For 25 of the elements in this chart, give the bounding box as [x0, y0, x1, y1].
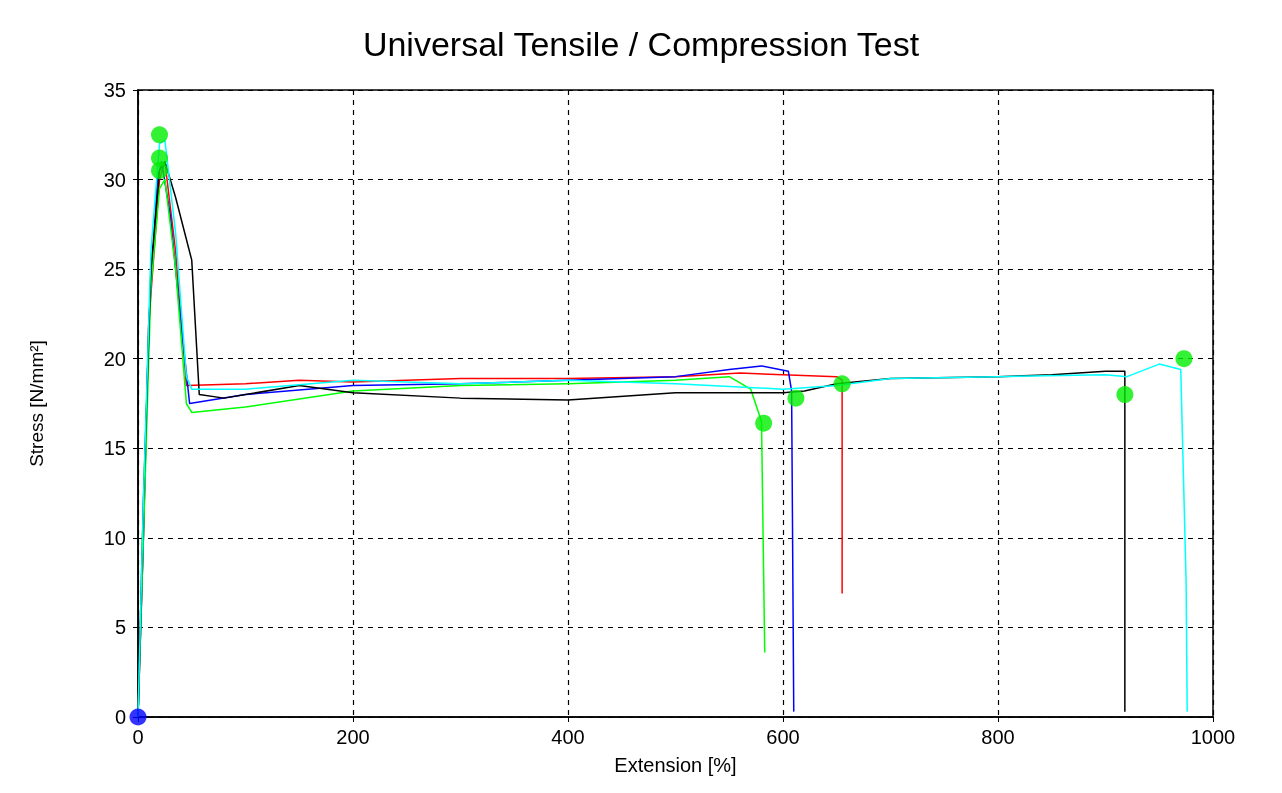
- x-tick-label: 200: [336, 726, 370, 748]
- x-tick-label: 600: [766, 726, 800, 748]
- y-tick-label: 35: [103, 79, 126, 101]
- y-tick-label: 10: [103, 526, 126, 549]
- x-axis-title: Extension [%]: [614, 754, 737, 776]
- y-tick-label: 20: [103, 347, 126, 370]
- x-tick-label: 1000: [1190, 726, 1236, 748]
- y-axis-title: Stress [N/mm²]: [26, 340, 47, 467]
- point: [787, 389, 805, 407]
- x-tick-label: 0: [132, 726, 144, 748]
- point: [755, 414, 773, 432]
- x-tick-label: 400: [551, 726, 585, 748]
- y-tick-label: 25: [103, 258, 126, 281]
- point: [1175, 350, 1193, 368]
- point: [151, 126, 168, 144]
- point: [129, 708, 147, 726]
- x-tick-label: 800: [981, 726, 1015, 748]
- y-tick-label: 0: [114, 706, 126, 728]
- y-tick-label: 5: [114, 616, 126, 639]
- y-tick-label: 15: [103, 437, 126, 460]
- point: [151, 162, 168, 180]
- point: [833, 375, 851, 393]
- chart-title: Universal Tensile / Compression Test: [362, 25, 920, 63]
- point: [1116, 386, 1134, 404]
- y-tick-label: 30: [103, 168, 126, 191]
